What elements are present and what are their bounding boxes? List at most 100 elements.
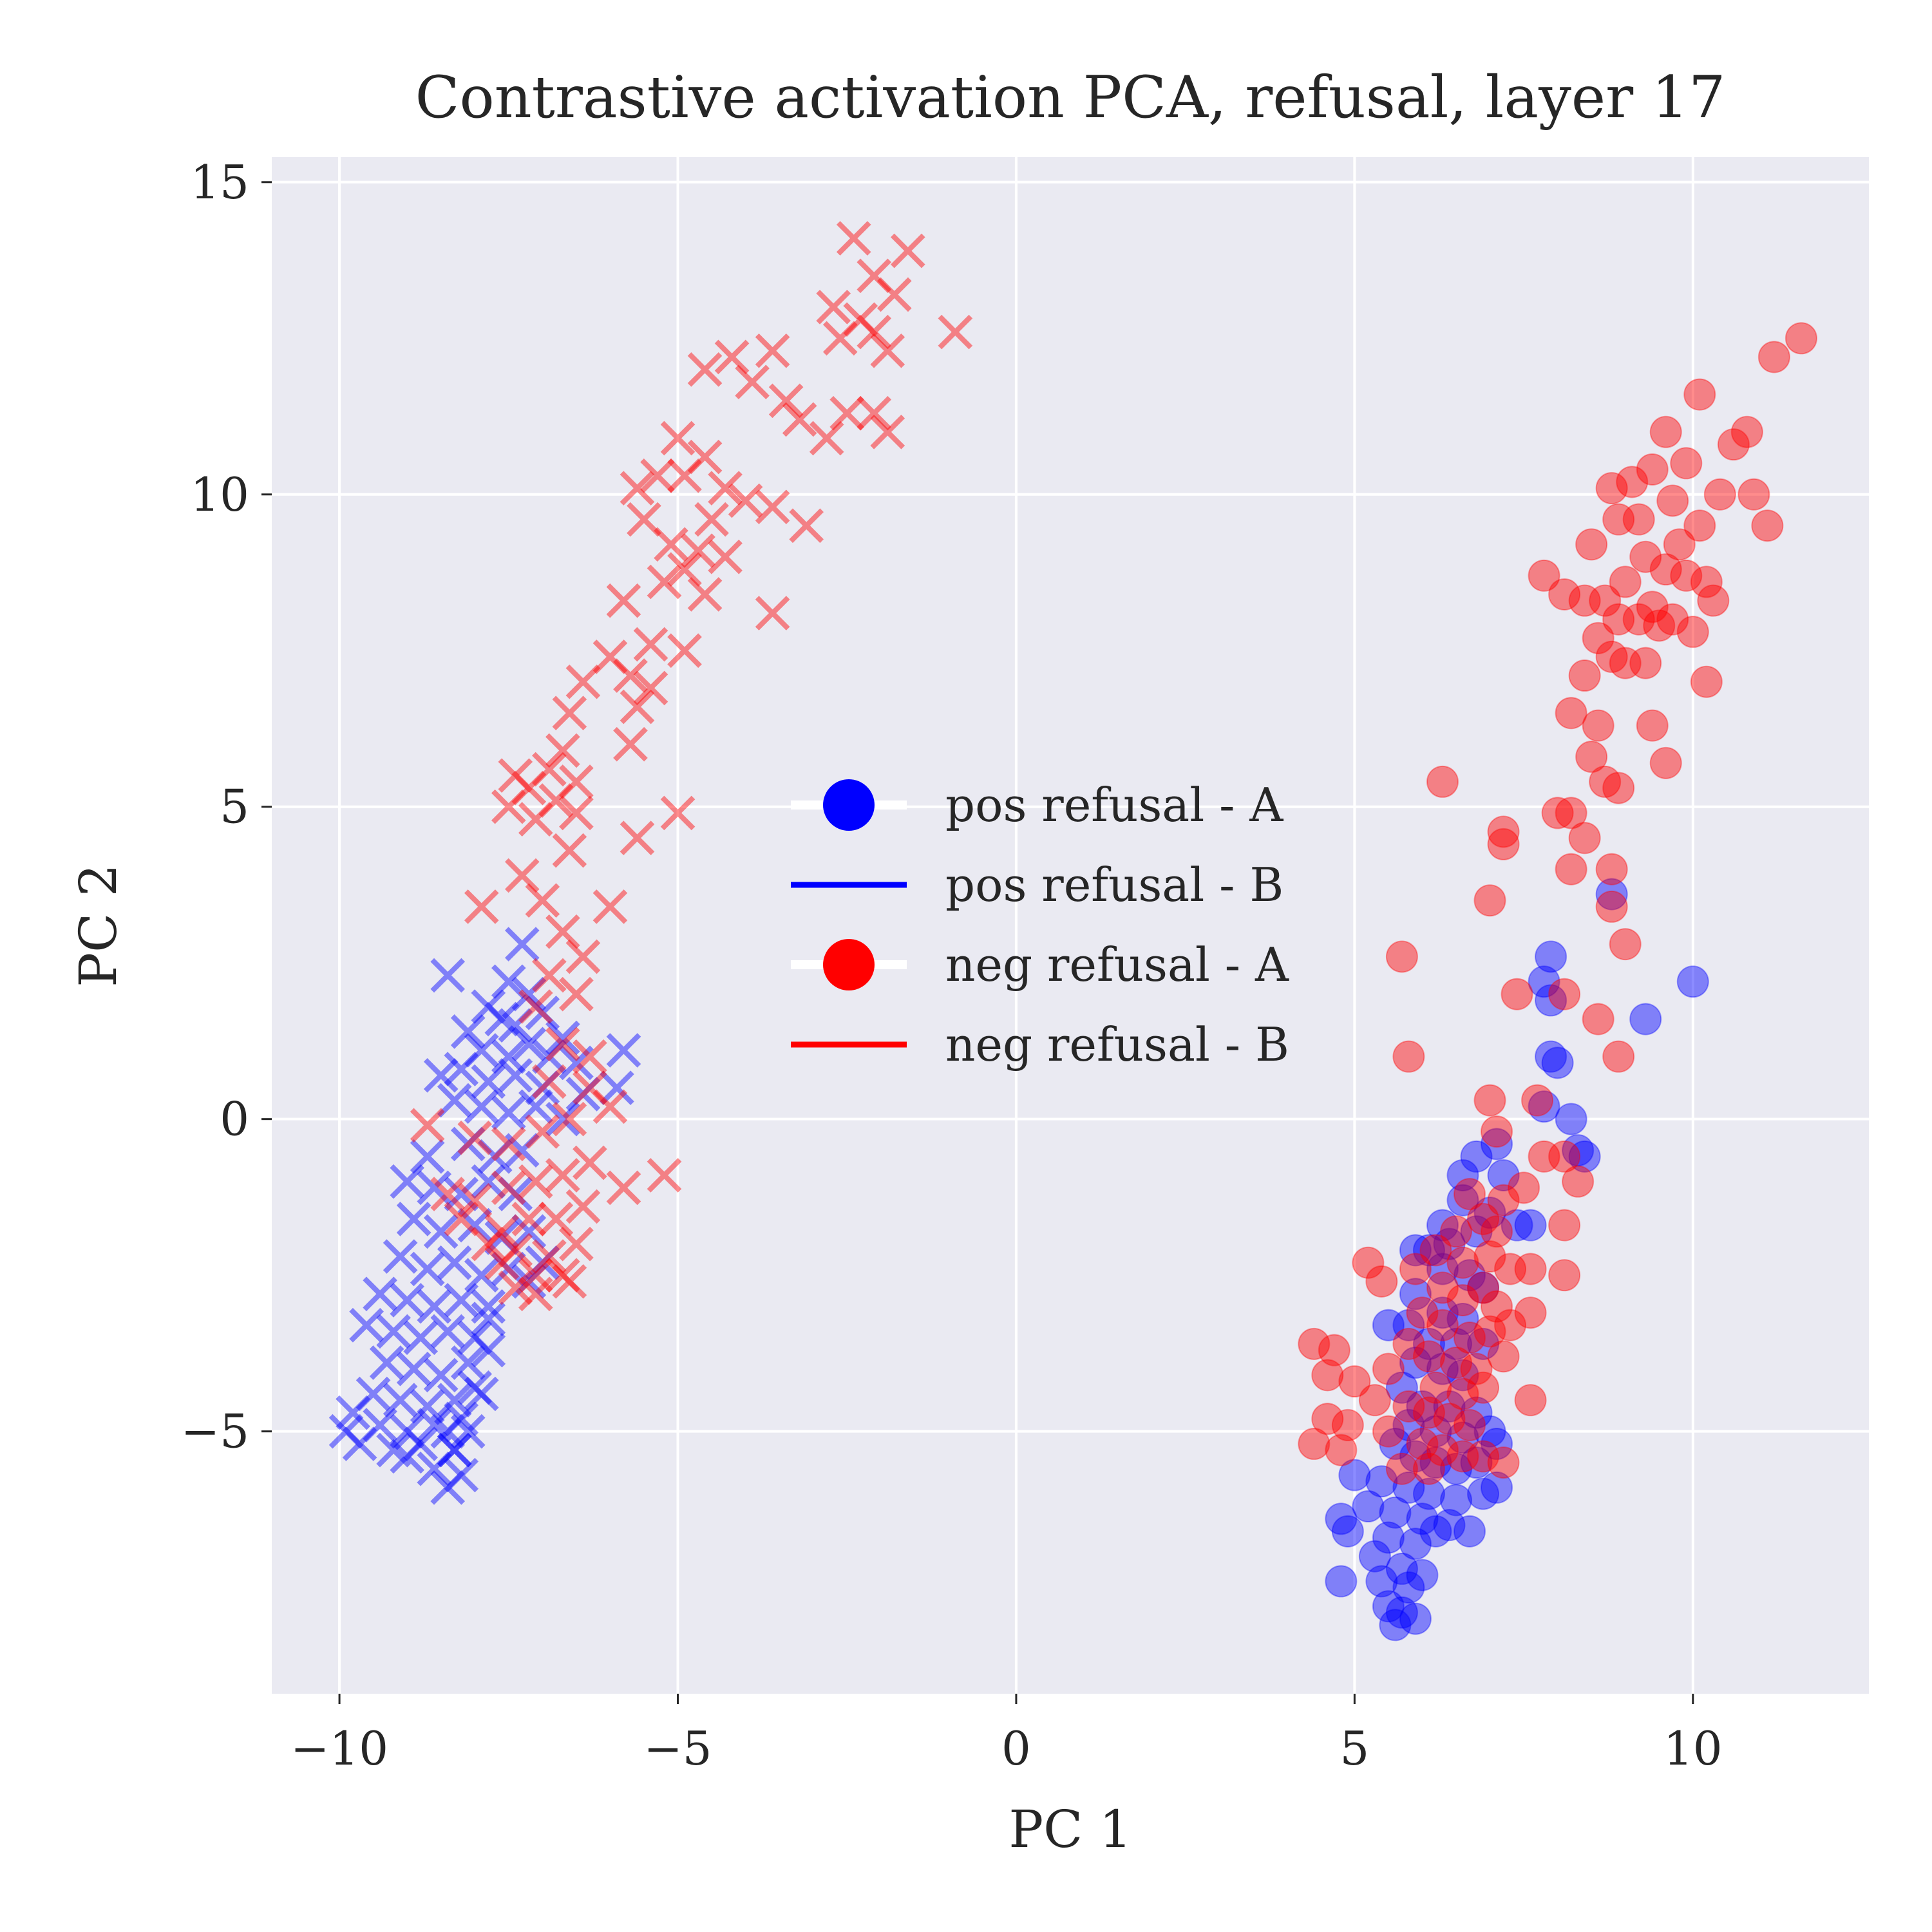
data-point xyxy=(1392,1040,1425,1073)
data-point xyxy=(1467,1371,1500,1404)
data-point xyxy=(417,1452,452,1486)
data-point xyxy=(471,1064,506,1099)
data-point xyxy=(450,1014,486,1049)
data-point xyxy=(1562,1165,1595,1198)
data-point xyxy=(1656,603,1689,636)
data-point xyxy=(1454,1259,1486,1292)
data-point xyxy=(355,1376,391,1412)
data-point xyxy=(1311,1359,1344,1392)
data-point xyxy=(565,664,601,699)
data-point xyxy=(1568,1140,1601,1173)
data-point xyxy=(552,833,587,868)
data-point xyxy=(1622,603,1655,636)
data-point xyxy=(1392,1571,1425,1604)
legend-entry: neg refusal - A xyxy=(791,938,1289,992)
data-point xyxy=(376,1432,411,1468)
data-point xyxy=(423,1214,459,1249)
data-point xyxy=(559,795,594,831)
data-point xyxy=(1595,878,1628,911)
series-pos-refusal-b xyxy=(328,927,641,1505)
data-point xyxy=(1473,1084,1506,1117)
data-point xyxy=(1575,528,1608,561)
data-point xyxy=(1392,1327,1425,1360)
data-point xyxy=(1602,503,1635,536)
data-point xyxy=(755,596,790,630)
data-point xyxy=(1494,1309,1527,1341)
data-point xyxy=(1467,1477,1500,1510)
data-point xyxy=(328,1414,364,1449)
data-point xyxy=(1690,565,1723,598)
data-point xyxy=(870,333,905,368)
data-point xyxy=(667,552,702,587)
y-tick-label: 15 xyxy=(190,155,249,209)
data-point xyxy=(1670,559,1703,592)
data-point xyxy=(1412,1452,1445,1485)
data-point xyxy=(471,1302,506,1336)
data-point xyxy=(573,1039,607,1074)
data-point xyxy=(417,1408,452,1443)
data-point xyxy=(342,1426,377,1461)
data-point xyxy=(511,1264,547,1299)
data-point xyxy=(1446,1378,1479,1410)
data-point xyxy=(647,1158,682,1193)
data-point xyxy=(633,670,668,706)
data-point xyxy=(1460,1352,1493,1385)
data-point xyxy=(1379,1428,1412,1461)
data-point xyxy=(694,502,729,537)
data-point xyxy=(457,1182,493,1218)
data-point xyxy=(606,1170,641,1206)
data-point xyxy=(1501,978,1533,1010)
data-point xyxy=(525,1070,560,1106)
data-point xyxy=(437,1083,472,1118)
data-point xyxy=(1481,1428,1513,1461)
data-point xyxy=(457,1120,493,1155)
data-point xyxy=(667,633,702,668)
data-point xyxy=(559,764,594,799)
data-point xyxy=(1358,1540,1391,1573)
data-point xyxy=(1460,1396,1493,1429)
data-point xyxy=(1501,1209,1533,1242)
data-point xyxy=(735,365,770,399)
data-point xyxy=(1589,584,1622,617)
data-point xyxy=(1473,1240,1506,1273)
data-point xyxy=(437,1432,472,1468)
data-point xyxy=(633,627,668,662)
data-point xyxy=(768,383,804,419)
data-point xyxy=(498,1057,533,1093)
data-point xyxy=(1298,1327,1331,1360)
data-point xyxy=(1399,1253,1432,1285)
data-point xyxy=(410,1251,445,1287)
data-point xyxy=(1412,1340,1445,1373)
data-point xyxy=(552,1101,587,1137)
data-point xyxy=(1399,1440,1432,1473)
data-point xyxy=(1419,1446,1452,1479)
data-point xyxy=(498,1177,533,1211)
data-point xyxy=(1473,1197,1506,1229)
data-point xyxy=(525,1114,560,1149)
data-point xyxy=(1751,509,1784,542)
data-point xyxy=(1446,1246,1479,1279)
data-point xyxy=(1446,1359,1479,1392)
legend-label: pos refusal - A xyxy=(945,778,1283,832)
data-point xyxy=(464,1033,499,1068)
x-tick-label: −5 xyxy=(643,1721,712,1776)
data-point xyxy=(1602,1040,1635,1073)
data-point xyxy=(1582,1003,1615,1036)
data-point xyxy=(464,1376,499,1412)
data-point xyxy=(430,958,466,993)
data-point xyxy=(498,1008,533,1043)
series-neg-refusal-a xyxy=(1298,322,1817,1485)
data-point xyxy=(1487,1340,1520,1373)
data-point xyxy=(1609,565,1642,598)
data-point xyxy=(1683,378,1716,411)
data-point xyxy=(1325,1502,1358,1535)
data-point xyxy=(613,658,648,693)
data-point xyxy=(1439,1215,1472,1248)
data-point xyxy=(1643,609,1676,642)
data-point xyxy=(1785,322,1817,355)
data-point xyxy=(1528,1140,1560,1173)
data-point xyxy=(363,1408,397,1443)
data-point xyxy=(1399,1346,1432,1379)
data-point xyxy=(1609,647,1642,679)
data-point xyxy=(552,1264,587,1299)
